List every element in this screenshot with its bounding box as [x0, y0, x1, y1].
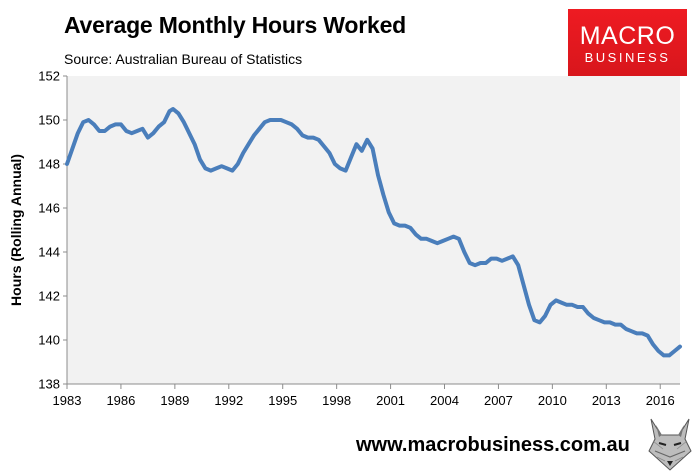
y-axis-label: Hours (Rolling Annual) [8, 154, 24, 306]
x-tick-label: 1992 [214, 393, 243, 408]
x-tick-label: 1995 [268, 393, 297, 408]
y-tick-label: 144 [38, 245, 60, 260]
y-tick-label: 146 [38, 201, 60, 216]
series-line-hours [65, 107, 682, 358]
y-tick-label: 138 [38, 377, 60, 392]
plot-area [67, 76, 680, 384]
x-tick-label: 1983 [53, 393, 82, 408]
x-tick-label: 2007 [484, 393, 513, 408]
x-tick-label: 2010 [538, 393, 567, 408]
axis-ticks [63, 75, 661, 389]
logo-line1: MACRO [579, 22, 676, 50]
chart-subtitle: Source: Australian Bureau of Statistics [64, 51, 303, 67]
x-tick-label: 1989 [160, 393, 189, 408]
y-tick-label: 148 [38, 157, 60, 172]
x-tick-label: 1986 [106, 393, 135, 408]
macro-business-logo: MACRO BUSINESS [568, 9, 687, 76]
x-tick-label: 2016 [646, 393, 675, 408]
y-tick-label: 152 [38, 69, 60, 84]
fox-logo-icon [648, 418, 692, 471]
y-tick-label: 140 [38, 333, 60, 348]
footer-url: www.macrobusiness.com.au [356, 434, 630, 456]
chart-title: Average Monthly Hours Worked [64, 12, 407, 38]
x-tick-label: 2013 [592, 393, 621, 408]
x-tick-label: 2004 [430, 393, 459, 408]
y-tick-labels: 138 140 142 144 146 148 150 152 [38, 69, 60, 392]
x-tick-label: 2001 [376, 393, 405, 408]
y-tick-label: 142 [38, 289, 60, 304]
x-tick-labels: 1983 1986 1989 1992 1995 1998 2001 2004 2007 2010… [53, 393, 675, 408]
y-tick-label: 150 [38, 113, 60, 128]
logo-line2: BUSINESS [584, 50, 671, 65]
x-tick-label: 1998 [322, 393, 351, 408]
